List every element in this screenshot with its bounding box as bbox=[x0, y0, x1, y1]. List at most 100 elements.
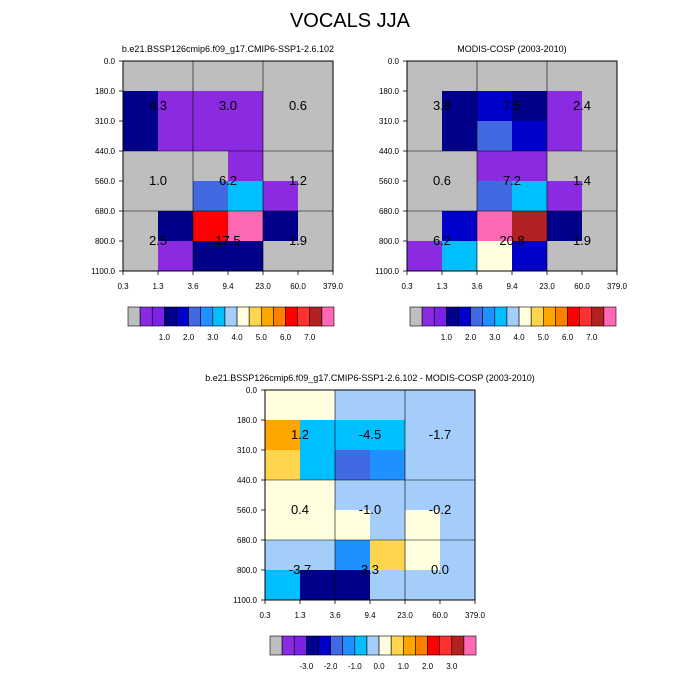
heatmap-cell bbox=[477, 61, 512, 91]
x-tick-label: 379.0 bbox=[607, 282, 628, 291]
heatmap-cell bbox=[477, 241, 512, 271]
colorbar-label: 4.0 bbox=[513, 333, 525, 342]
y-tick-label: 800.0 bbox=[237, 566, 258, 575]
heatmap-cell bbox=[228, 181, 263, 211]
heatmap-cell bbox=[582, 241, 617, 271]
y-tick-label: 1100.0 bbox=[233, 596, 257, 605]
x-tick-label: 3.6 bbox=[471, 282, 483, 291]
heatmap-cell bbox=[407, 151, 442, 181]
y-tick-label: 180.0 bbox=[379, 87, 400, 96]
heatmap-cell bbox=[300, 420, 335, 450]
heatmap-cell bbox=[547, 151, 582, 181]
x-tick-label: 0.3 bbox=[259, 611, 271, 620]
heatmap-cell bbox=[405, 510, 440, 540]
y-tick-label: 560.0 bbox=[95, 177, 116, 186]
heatmap-cell bbox=[123, 241, 158, 271]
heatmap-cell bbox=[263, 151, 298, 181]
heatmap-cell bbox=[405, 450, 440, 480]
heatmap-cell bbox=[477, 211, 512, 241]
colorbar-label: 5.0 bbox=[538, 333, 550, 342]
heatmap-cell bbox=[477, 151, 512, 181]
heatmap-cell bbox=[298, 61, 333, 91]
heatmap-cell bbox=[263, 121, 298, 151]
heatmap-cell bbox=[547, 61, 582, 91]
heatmap-cell bbox=[228, 61, 263, 91]
heatmap-cell bbox=[405, 390, 440, 420]
heatmap-cell bbox=[265, 450, 300, 480]
heatmap-cell bbox=[442, 151, 477, 181]
colorbar-swatch bbox=[164, 306, 177, 327]
heatmap-cell bbox=[228, 241, 263, 271]
heatmap-cell bbox=[440, 450, 475, 480]
panel-title: MODIS-COSP (2003-2010) bbox=[457, 44, 566, 54]
colorbar-label: 7.0 bbox=[586, 333, 598, 342]
y-tick-label: 310.0 bbox=[237, 446, 258, 455]
block-value-label: 3.3 bbox=[361, 562, 379, 577]
colorbar-swatch bbox=[127, 306, 141, 327]
colorbar-swatch bbox=[248, 306, 262, 327]
colorbar-label: 1.0 bbox=[441, 333, 453, 342]
heatmap-panel-2: 3.8 7.5 2.4 0.6 7.2 1.4 6.2 20.8 1.9 MODIS-COSP (… bbox=[375, 44, 627, 342]
heatmap-cell bbox=[265, 510, 300, 540]
block-value-label: 3.8 bbox=[433, 98, 451, 113]
colorbar-label: 2.0 bbox=[183, 333, 195, 342]
colorbar-swatch bbox=[530, 306, 544, 327]
colorbar-swatch bbox=[297, 306, 311, 327]
y-tick-label: 440.0 bbox=[95, 147, 116, 156]
heatmap-cell bbox=[158, 121, 193, 151]
y-tick-label: 440.0 bbox=[379, 147, 400, 156]
block-value-label: 6.2 bbox=[219, 173, 237, 188]
heatmap-cell bbox=[582, 181, 617, 211]
x-tick-label: 379.0 bbox=[323, 282, 344, 291]
block-value-label: -1.0 bbox=[359, 502, 381, 517]
heatmap-cell bbox=[335, 450, 370, 480]
page-title: VOCALS JJA bbox=[289, 10, 411, 32]
colorbar-swatch bbox=[273, 306, 286, 327]
block-value-label: 17.5 bbox=[215, 233, 240, 248]
colorbar-label: 3.0 bbox=[446, 662, 458, 671]
heatmap-cell bbox=[298, 241, 333, 271]
heatmap-cell bbox=[300, 450, 335, 480]
heatmap-cell bbox=[265, 570, 300, 600]
colorbar-swatch bbox=[603, 306, 617, 327]
heatmap-cell bbox=[370, 540, 405, 570]
colorbar-swatch bbox=[281, 635, 295, 656]
colorbar-swatch bbox=[451, 635, 465, 656]
heatmap-cell bbox=[123, 61, 158, 91]
colorbar-swatch bbox=[330, 635, 344, 656]
y-tick-label: 310.0 bbox=[379, 117, 400, 126]
heatmap-cell bbox=[228, 211, 263, 241]
x-tick-label: 23.0 bbox=[539, 282, 555, 291]
colorbar-swatch bbox=[176, 306, 189, 327]
y-tick-label: 800.0 bbox=[379, 237, 400, 246]
colorbar-swatch bbox=[409, 306, 423, 327]
heatmap-cell bbox=[193, 121, 228, 151]
colorbar-label: -2.0 bbox=[324, 662, 338, 671]
heatmap-cell bbox=[265, 480, 300, 510]
heatmap-cell bbox=[298, 181, 333, 211]
y-tick-label: 310.0 bbox=[95, 117, 116, 126]
y-tick-label: 560.0 bbox=[237, 506, 258, 515]
heatmap-cell bbox=[477, 121, 512, 151]
colorbar-swatch bbox=[342, 635, 356, 656]
x-tick-label: 9.4 bbox=[222, 282, 234, 291]
heatmap-cell bbox=[123, 151, 158, 181]
colorbar-swatch bbox=[188, 306, 202, 327]
colorbar-swatch bbox=[506, 306, 520, 327]
heatmap-cell bbox=[405, 540, 440, 570]
colorbar-swatch bbox=[579, 306, 593, 327]
colorbar-label: 0.0 bbox=[373, 662, 385, 671]
x-tick-label: 60.0 bbox=[432, 611, 448, 620]
heatmap-cell bbox=[582, 61, 617, 91]
heatmap-panel-3: 1.2 -4.5 -1.7 0.4 -1.0 -0.2 -3.7 3.3 0.0 b.e21.BS… bbox=[205, 373, 535, 671]
block-value-label: 0.4 bbox=[291, 502, 309, 517]
colorbar-swatch bbox=[518, 306, 532, 327]
heatmap-cell bbox=[442, 181, 477, 211]
heatmap-cell bbox=[265, 540, 300, 570]
heatmap-cell bbox=[300, 390, 335, 420]
colorbar-swatch bbox=[390, 635, 404, 656]
heatmap-cell bbox=[512, 91, 547, 121]
block-value-label: 1.2 bbox=[291, 427, 309, 442]
colorbar-label: -1.0 bbox=[348, 662, 362, 671]
heatmap-cell bbox=[547, 241, 582, 271]
